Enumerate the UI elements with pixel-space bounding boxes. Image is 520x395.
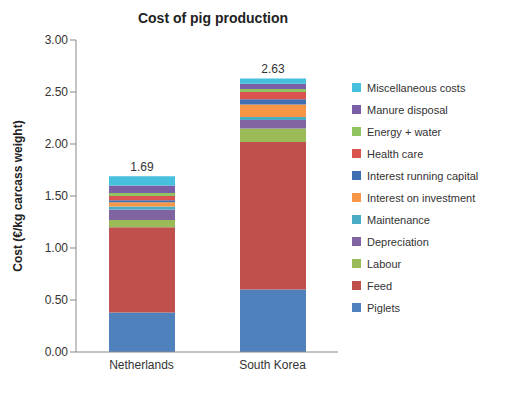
html-text:Energy + water: Energy + water bbox=[367, 125, 442, 138]
html-text:Depreciation: Depreciation bbox=[367, 235, 429, 248]
svg-text:Netherlands: Netherlands bbox=[109, 358, 174, 372]
html-text:Health care: Health care bbox=[367, 147, 424, 160]
html-text:Manure disposal: Manure disposal bbox=[367, 103, 448, 116]
svg-text:South Korea: South Korea bbox=[239, 358, 306, 372]
svg-text:2.50: 2.50 bbox=[45, 85, 69, 99]
svg-text:1.00: 1.00 bbox=[45, 241, 69, 255]
svg-text:2.63: 2.63 bbox=[261, 62, 285, 76]
html-text:Labour: Labour bbox=[367, 257, 402, 270]
html-text:Feed: Feed bbox=[367, 279, 393, 292]
html-text:Maintenance: Maintenance bbox=[367, 213, 430, 226]
svg-text:2.00: 2.00 bbox=[45, 137, 69, 151]
html-text:Piglets: Piglets bbox=[367, 301, 400, 314]
svg-text:0.00: 0.00 bbox=[45, 345, 69, 359]
svg-text:0.50: 0.50 bbox=[45, 293, 69, 307]
html-text:Cost of pig production: Cost of pig production bbox=[138, 10, 288, 26]
svg-text:1.50: 1.50 bbox=[45, 189, 69, 203]
html-text:Interest running capital: Interest running capital bbox=[367, 169, 479, 182]
html-text:Interest on investment: Interest on investment bbox=[367, 191, 476, 204]
svg-text:Cost (€/kg carcass weight): Cost (€/kg carcass weight) bbox=[11, 120, 25, 271]
html-text:Miscellaneous costs: Miscellaneous costs bbox=[367, 81, 466, 94]
svg-text:1.69: 1.69 bbox=[130, 160, 154, 174]
svg-text:3.00: 3.00 bbox=[45, 33, 69, 47]
